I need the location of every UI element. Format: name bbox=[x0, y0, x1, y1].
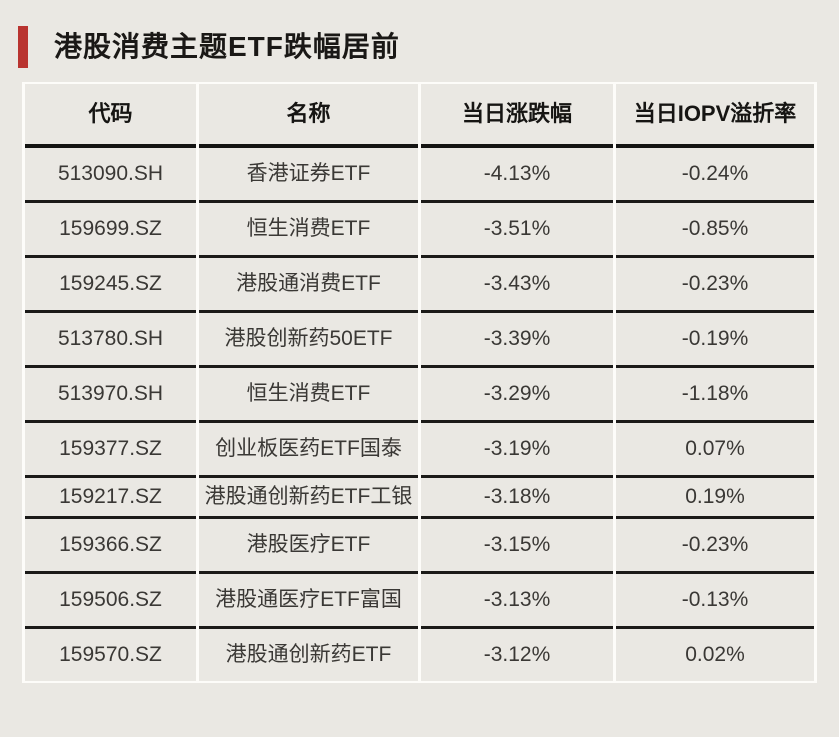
cell-code: 159377.SZ bbox=[25, 423, 196, 478]
cell-iopv: -0.13% bbox=[616, 574, 814, 629]
cell-iopv: -0.19% bbox=[616, 313, 814, 368]
column-header-iopv: 当日IOPV溢折率 bbox=[616, 84, 814, 148]
column-header-change: 当日涨跌幅 bbox=[421, 84, 613, 148]
title-accent-bar bbox=[18, 26, 28, 68]
table-row: 513780.SH 港股创新药50ETF -3.39% -0.19% bbox=[25, 313, 814, 368]
cell-code: 159366.SZ bbox=[25, 519, 196, 574]
cell-name: 恒生消费ETF bbox=[199, 203, 418, 258]
etf-table: 代码 名称 当日涨跌幅 当日IOPV溢折率 513090.SH 香港证券ETF … bbox=[22, 82, 817, 683]
cell-iopv: -0.23% bbox=[616, 519, 814, 574]
table-header-row: 代码 名称 当日涨跌幅 当日IOPV溢折率 bbox=[25, 84, 814, 148]
table-row: 159366.SZ 港股医疗ETF -3.15% -0.23% bbox=[25, 519, 814, 574]
cell-name: 港股创新药50ETF bbox=[199, 313, 418, 368]
cell-change: -4.13% bbox=[421, 148, 613, 203]
table-row: 159570.SZ 港股通创新药ETF -3.12% 0.02% bbox=[25, 629, 814, 681]
cell-code: 159699.SZ bbox=[25, 203, 196, 258]
cell-change: -3.15% bbox=[421, 519, 613, 574]
cell-code: 513780.SH bbox=[25, 313, 196, 368]
cell-change: -3.39% bbox=[421, 313, 613, 368]
table-row: 159699.SZ 恒生消费ETF -3.51% -0.85% bbox=[25, 203, 814, 258]
cell-change: -3.13% bbox=[421, 574, 613, 629]
cell-code: 159570.SZ bbox=[25, 629, 196, 681]
cell-code: 513090.SH bbox=[25, 148, 196, 203]
table-row: 159506.SZ 港股通医疗ETF富国 -3.13% -0.13% bbox=[25, 574, 814, 629]
cell-code: 159217.SZ bbox=[25, 478, 196, 519]
table-row: 159377.SZ 创业板医药ETF国泰 -3.19% 0.07% bbox=[25, 423, 814, 478]
cell-iopv: 0.19% bbox=[616, 478, 814, 519]
cell-iopv: 0.07% bbox=[616, 423, 814, 478]
column-header-name: 名称 bbox=[199, 84, 418, 148]
cell-name: 港股通消费ETF bbox=[199, 258, 418, 313]
cell-change: -3.51% bbox=[421, 203, 613, 258]
cell-change: -3.19% bbox=[421, 423, 613, 478]
table-row: 159245.SZ 港股通消费ETF -3.43% -0.23% bbox=[25, 258, 814, 313]
cell-code: 513970.SH bbox=[25, 368, 196, 423]
cell-name: 香港证券ETF bbox=[199, 148, 418, 203]
cell-change: -3.29% bbox=[421, 368, 613, 423]
cell-name: 港股通医疗ETF富国 bbox=[199, 574, 418, 629]
table-row: 159217.SZ 港股通创新药ETF工银 -3.18% 0.19% bbox=[25, 478, 814, 519]
cell-code: 159506.SZ bbox=[25, 574, 196, 629]
figure-title-row: 港股消费主题ETF跌幅居前 bbox=[18, 26, 400, 68]
cell-name: 恒生消费ETF bbox=[199, 368, 418, 423]
cell-iopv: -0.23% bbox=[616, 258, 814, 313]
cell-name: 港股通创新药ETF工银 bbox=[199, 478, 418, 519]
cell-iopv: -1.18% bbox=[616, 368, 814, 423]
cell-code: 159245.SZ bbox=[25, 258, 196, 313]
cell-name: 创业板医药ETF国泰 bbox=[199, 423, 418, 478]
cell-iopv: -0.24% bbox=[616, 148, 814, 203]
cell-iopv: 0.02% bbox=[616, 629, 814, 681]
cell-change: -3.43% bbox=[421, 258, 613, 313]
cell-name: 港股通创新药ETF bbox=[199, 629, 418, 681]
cell-name: 港股医疗ETF bbox=[199, 519, 418, 574]
cell-change: -3.18% bbox=[421, 478, 613, 519]
page-title: 港股消费主题ETF跌幅居前 bbox=[54, 31, 400, 62]
table-row: 513090.SH 香港证券ETF -4.13% -0.24% bbox=[25, 148, 814, 203]
cell-iopv: -0.85% bbox=[616, 203, 814, 258]
cell-change: -3.12% bbox=[421, 629, 613, 681]
column-header-code: 代码 bbox=[25, 84, 196, 148]
table-row: 513970.SH 恒生消费ETF -3.29% -1.18% bbox=[25, 368, 814, 423]
